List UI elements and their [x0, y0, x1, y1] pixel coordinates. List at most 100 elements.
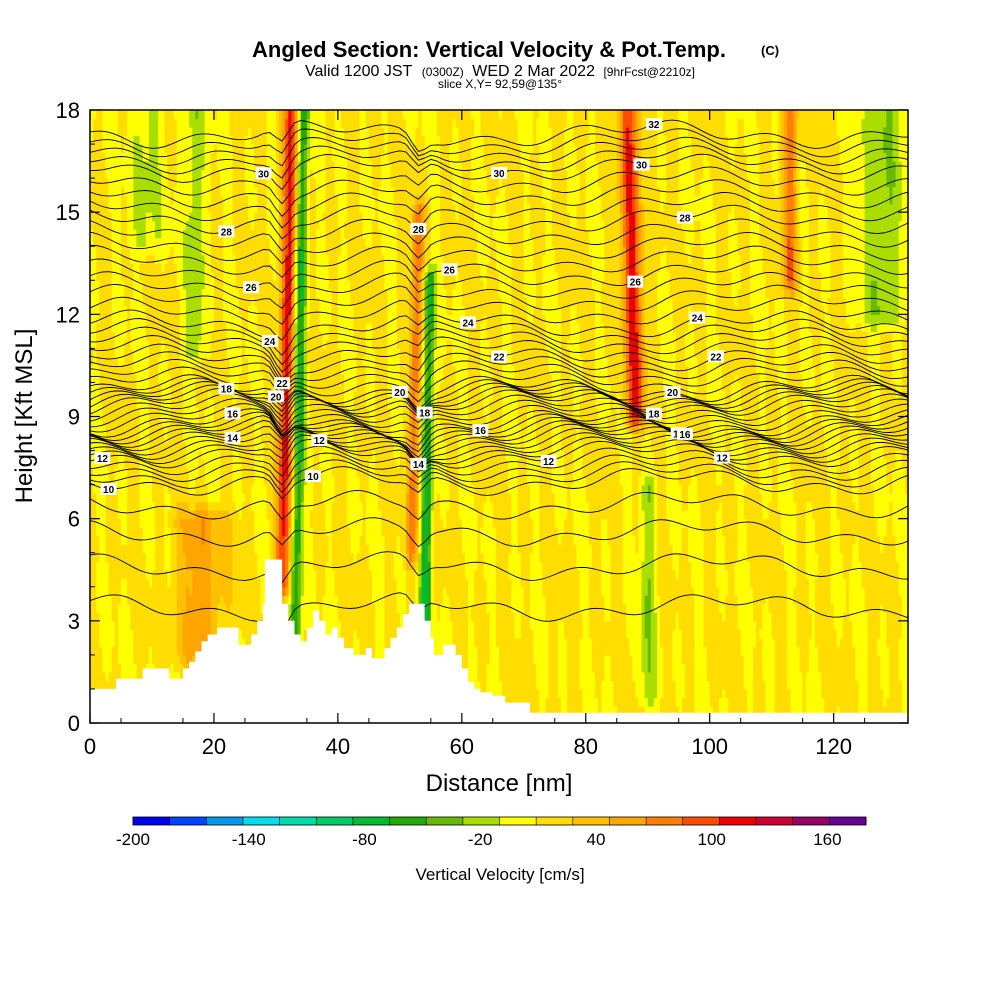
- velocity-cell: [173, 110, 178, 120]
- velocity-cell: [139, 237, 144, 247]
- velocity-cell: [127, 390, 131, 401]
- velocity-cell: [182, 212, 187, 222]
- velocity-cell: [182, 169, 187, 179]
- velocity-cell: [148, 586, 153, 596]
- velocity-cell: [148, 195, 153, 205]
- velocity-cell: [120, 305, 125, 315]
- velocity-cell: [192, 527, 196, 537]
- velocity-cell: [170, 663, 175, 673]
- velocity-cell: [102, 527, 107, 537]
- velocity-cell: [179, 110, 184, 120]
- velocity-cell: [139, 382, 144, 392]
- velocity-cell: [195, 603, 200, 613]
- velocity-cell: [189, 348, 193, 358]
- velocity-cell: [108, 518, 113, 528]
- velocity-cell: [108, 637, 113, 647]
- velocity-cell: [139, 663, 144, 673]
- velocity-cell: [120, 127, 125, 137]
- velocity-cell: [136, 484, 141, 494]
- velocity-cell: [124, 348, 128, 358]
- velocity-cell: [176, 212, 181, 222]
- velocity-cell: [114, 135, 119, 145]
- velocity-cell: [170, 178, 175, 188]
- velocity-cell: [90, 348, 94, 358]
- velocity-cell: [170, 459, 175, 469]
- velocity-cell: [127, 484, 131, 494]
- velocity-cell: [158, 237, 162, 247]
- velocity-cell: [158, 595, 162, 605]
- velocity-cell: [105, 535, 110, 545]
- velocity-cell: [139, 654, 144, 664]
- velocity-cell: [111, 110, 116, 120]
- velocity-cell: [179, 646, 184, 656]
- velocity-cell: [105, 527, 110, 537]
- velocity-cell: [161, 425, 165, 435]
- velocity-cell: [111, 169, 116, 179]
- velocity-cell: [173, 612, 178, 622]
- velocity-cell: [136, 407, 141, 418]
- velocity-cell: [96, 663, 100, 673]
- velocity-cell: [167, 629, 172, 639]
- velocity-cell: [111, 288, 116, 298]
- velocity-cell: [145, 382, 150, 392]
- velocity-cell: [164, 407, 169, 418]
- velocity-cell: [195, 169, 200, 179]
- velocity-cell: [145, 637, 150, 647]
- velocity-cell: [158, 476, 162, 486]
- velocity-cell: [93, 135, 97, 145]
- velocity-cell: [176, 390, 181, 401]
- velocity-cell: [145, 169, 150, 179]
- velocity-cell: [105, 493, 110, 503]
- velocity-cell: [105, 476, 110, 486]
- velocity-cell: [173, 288, 178, 298]
- velocity-cell: [164, 280, 169, 290]
- velocity-cell: [198, 586, 203, 596]
- velocity-cell: [114, 629, 119, 639]
- velocity-cell: [176, 518, 181, 528]
- velocity-cell: [192, 646, 196, 656]
- velocity-cell: [99, 178, 103, 188]
- velocity-cell: [148, 518, 153, 528]
- velocity-cell: [124, 280, 128, 290]
- velocity-cell: [192, 169, 196, 179]
- velocity-cell: [114, 493, 119, 503]
- velocity-cell: [142, 637, 147, 647]
- velocity-cell: [186, 603, 190, 613]
- velocity-cell: [105, 433, 110, 443]
- velocity-cell: [90, 646, 94, 656]
- velocity-cell: [179, 510, 184, 520]
- velocity-cell: [167, 603, 172, 613]
- velocity-cell: [136, 518, 141, 528]
- velocity-cell: [182, 450, 187, 460]
- velocity-cell: [170, 246, 175, 256]
- velocity-cell: [186, 552, 190, 562]
- velocity-cell: [102, 416, 107, 426]
- velocity-cell: [130, 229, 134, 239]
- velocity-cell: [148, 637, 153, 647]
- velocity-cell: [105, 646, 110, 656]
- velocity-cell: [117, 127, 122, 137]
- velocity-cell: [198, 612, 203, 622]
- velocity-cell: [96, 586, 100, 596]
- velocity-cell: [114, 271, 119, 281]
- velocity-cell: [96, 501, 100, 511]
- velocity-cell: [99, 263, 103, 273]
- velocity-cell: [130, 552, 134, 562]
- slice-info: slice X,Y= 92,59@135°: [438, 77, 562, 91]
- velocity-cell: [151, 399, 156, 409]
- velocity-cell: [192, 382, 196, 392]
- velocity-cell: [176, 493, 181, 503]
- velocity-cell: [108, 305, 113, 315]
- velocity-cell: [139, 246, 144, 256]
- velocity-cell: [117, 527, 122, 537]
- velocity-cell: [117, 646, 122, 656]
- velocity-cell: [99, 493, 103, 503]
- velocity-cell: [124, 135, 128, 145]
- velocity-cell: [189, 280, 193, 290]
- velocity-cell: [117, 169, 122, 179]
- velocity-cell: [117, 348, 122, 358]
- velocity-cell: [161, 518, 165, 528]
- velocity-cell: [93, 680, 97, 690]
- velocity-cell: [164, 365, 169, 375]
- velocity-cell: [117, 195, 122, 205]
